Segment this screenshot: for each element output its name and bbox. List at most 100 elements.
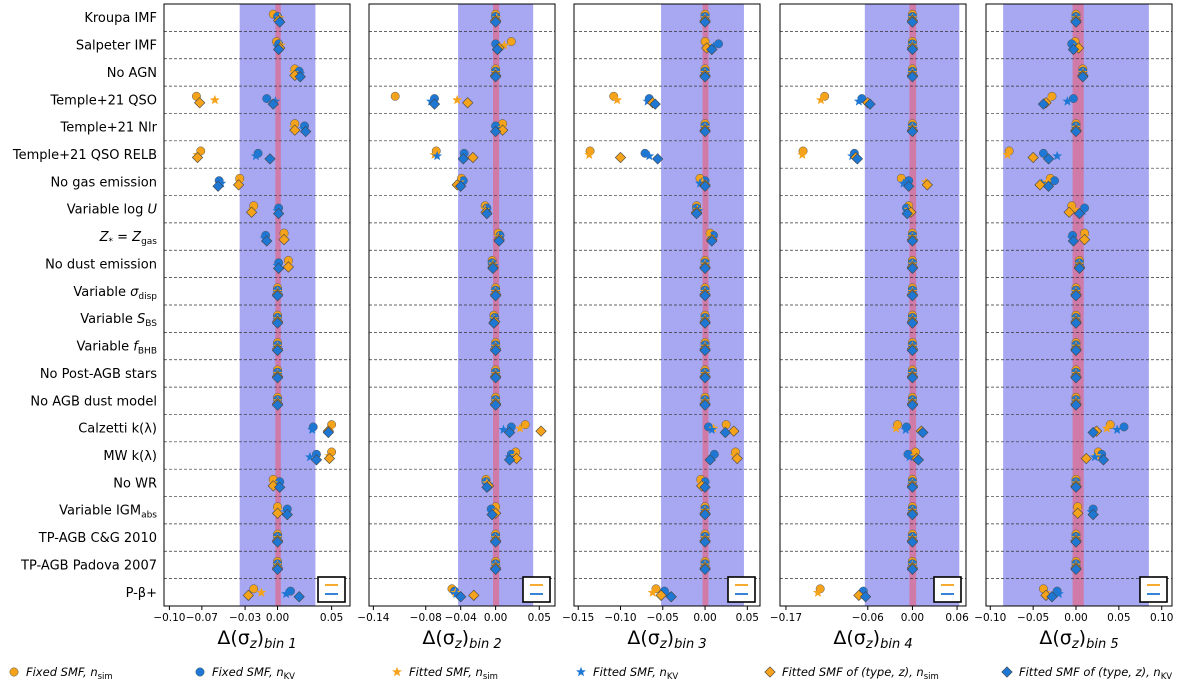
point-type_kv xyxy=(851,153,864,165)
point-type_kv xyxy=(906,16,919,28)
point-type_kv xyxy=(906,372,919,384)
legend-entry-type_kv: Fitted SMF of (type, z), nKV xyxy=(1001,665,1172,682)
point-type_sim xyxy=(282,261,294,273)
inset-box xyxy=(522,576,551,603)
x-tick-label: 0.06 xyxy=(945,612,969,624)
point-type_sim xyxy=(1034,179,1046,191)
panel-frame xyxy=(163,3,351,607)
point-type_sim xyxy=(1027,151,1039,164)
point-type_kv xyxy=(699,71,711,83)
row-label: Variable SBS xyxy=(80,312,157,329)
point-type_sim xyxy=(655,589,667,601)
point-type_sim xyxy=(271,507,284,519)
point-type_kv xyxy=(1087,426,1099,439)
zero-band xyxy=(275,4,281,606)
x-axis-label: Δ(σz)bin 4 xyxy=(833,627,912,652)
point-type_sim xyxy=(289,124,301,136)
point-type_kv xyxy=(293,591,305,603)
point-type_kv xyxy=(1037,98,1050,110)
point-type_kv xyxy=(491,43,503,56)
point-fitted_kv xyxy=(644,150,655,161)
legend-marker-type_kv xyxy=(1001,666,1013,678)
point-fitted_kv xyxy=(305,451,315,462)
point-type_kv xyxy=(273,43,285,56)
x-tick-label: −0.15 xyxy=(562,612,594,624)
point-type_sim xyxy=(462,97,474,109)
row-label: Kroupa IMF xyxy=(84,11,157,26)
point-type_kv xyxy=(271,563,284,575)
point-fitted_sim xyxy=(515,423,526,433)
point-fitted_sim xyxy=(891,423,902,433)
point-type_kv xyxy=(1070,536,1082,548)
point-type_kv xyxy=(864,98,876,110)
point-fitted_sim xyxy=(1041,176,1052,187)
point-type_kv xyxy=(906,481,919,493)
point-fitted_sim xyxy=(797,149,808,160)
legend-marker-fitted_kv xyxy=(576,666,586,677)
point-type_kv xyxy=(455,180,467,192)
row-label: TP-AGB Padova 2007 xyxy=(20,558,157,573)
point-type_sim xyxy=(614,151,627,164)
x-tick-label: 0.00 xyxy=(693,612,716,624)
point-fitted_sim xyxy=(452,94,463,105)
point-type_kv xyxy=(294,71,306,83)
point-type_kv xyxy=(488,317,500,329)
point-fixed_kv xyxy=(262,94,272,104)
point-type_sim xyxy=(728,425,740,437)
point-type_sim xyxy=(1078,233,1091,246)
point-fitted_sim xyxy=(209,94,220,105)
point-fitted_sim xyxy=(815,94,826,105)
legend-label: Fixed SMF, nsim xyxy=(26,665,113,682)
row-label: TP-AGB C&G 2010 xyxy=(38,531,157,546)
point-type_kv xyxy=(699,481,711,493)
x-tick-label: −0.05 xyxy=(647,612,679,624)
point-fitted_kv xyxy=(898,178,909,188)
point-type_kv xyxy=(699,262,711,274)
x-tick-label: 0.05 xyxy=(320,612,343,624)
point-type_kv xyxy=(906,262,919,274)
point-fitted_sim xyxy=(908,450,919,461)
point-type_kv xyxy=(455,591,467,603)
panel-frame xyxy=(985,3,1173,607)
row-label: Variable IGMabs xyxy=(59,504,157,521)
point-fitted_kv xyxy=(661,588,672,599)
x-tick-label: −0.14 xyxy=(357,612,389,624)
x-tick-label: −0.03 xyxy=(229,612,261,624)
point-type_kv xyxy=(699,16,711,28)
point-type_kv xyxy=(906,235,919,247)
point-type_kv xyxy=(489,372,502,384)
point-type_kv xyxy=(906,399,919,411)
point-type_sim xyxy=(535,425,547,437)
point-fitted_kv xyxy=(451,588,462,599)
point-type_kv xyxy=(267,98,279,110)
legend-entry-fitted_sim: Fitted SMF, nsim xyxy=(392,665,498,682)
panel-4: −0.17 −0.06 0.00 0.06 Δ(σz)bin 4 xyxy=(770,3,969,652)
point-fitted_sim xyxy=(1069,204,1080,214)
legend-marker-fixed_kv xyxy=(195,667,205,677)
point-type_kv xyxy=(487,262,499,274)
x-tick-label: −0.10 xyxy=(974,612,1006,624)
point-type_kv xyxy=(1042,180,1055,192)
point-fitted_kv xyxy=(1062,96,1073,106)
row-label: No AGN xyxy=(107,66,157,81)
row-label: Variable log U xyxy=(67,203,158,218)
inset-box xyxy=(727,576,756,603)
point-fitted_kv xyxy=(642,96,653,106)
point-type_kv xyxy=(271,399,284,411)
point-type_kv xyxy=(1070,317,1082,329)
point-type_kv xyxy=(481,208,493,220)
point-type_kv xyxy=(859,591,872,603)
x-tick-label: 0.05 xyxy=(1107,612,1130,624)
point-type_kv xyxy=(1097,454,1110,466)
point-type_kv xyxy=(273,208,285,220)
point-type_kv xyxy=(699,317,711,329)
point-type_kv xyxy=(1070,125,1082,138)
point-fitted_kv xyxy=(706,424,717,434)
point-type_kv xyxy=(1070,290,1082,302)
point-type_kv xyxy=(649,98,661,110)
point-fixed_kv xyxy=(1038,148,1048,158)
point-type_kv xyxy=(1073,262,1086,274)
point-type_kv xyxy=(489,563,502,575)
point-type_kv xyxy=(906,317,919,329)
point-type_sim xyxy=(1072,507,1084,519)
